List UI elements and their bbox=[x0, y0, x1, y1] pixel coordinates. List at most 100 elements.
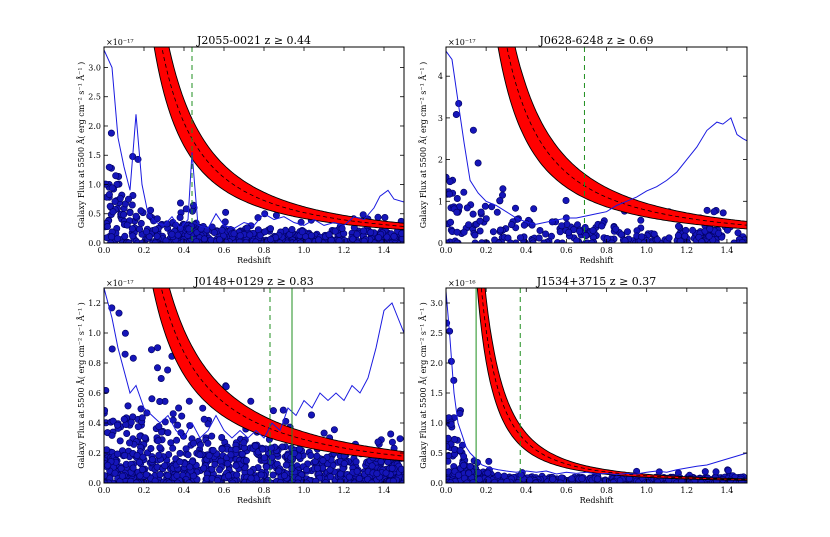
scatter-point bbox=[283, 239, 291, 243]
scatter-point bbox=[232, 445, 240, 453]
scatter-point bbox=[185, 225, 193, 233]
band-upper-edge bbox=[168, 288, 404, 453]
scatter-point bbox=[593, 475, 601, 483]
scatter-point bbox=[621, 237, 629, 243]
scatter-point bbox=[128, 201, 136, 209]
scatter-point bbox=[111, 198, 119, 206]
scatter-point bbox=[154, 344, 162, 352]
scatter-point bbox=[169, 444, 177, 452]
chart-title: J0148+0129 z ≥ 0.83 bbox=[193, 275, 314, 288]
scatter-point bbox=[120, 415, 128, 423]
scatter-point bbox=[654, 478, 662, 483]
band-median-line bbox=[160, 288, 404, 457]
x-tick-label: 0.8 bbox=[600, 246, 613, 255]
scatter-point bbox=[603, 235, 611, 243]
scatter-point bbox=[307, 232, 315, 240]
scatter-point bbox=[200, 235, 208, 243]
scatter-point bbox=[126, 439, 134, 447]
axes-frame bbox=[445, 46, 748, 244]
x-tick-label: 0.2 bbox=[480, 246, 493, 255]
scatter-point bbox=[168, 230, 176, 238]
scatter-point bbox=[261, 228, 269, 236]
scatter-point bbox=[446, 452, 453, 459]
scatter-point bbox=[129, 354, 137, 362]
x-axis-label: Redshift bbox=[237, 256, 272, 265]
scatter-point bbox=[179, 238, 187, 243]
x-tick-label: 0.4 bbox=[520, 486, 533, 495]
scatter-point bbox=[353, 230, 361, 238]
scatter-point bbox=[111, 469, 119, 477]
band-lower-edge bbox=[497, 47, 747, 230]
band-median-line bbox=[480, 288, 747, 481]
scatter-point bbox=[312, 477, 320, 483]
scatter-point bbox=[455, 471, 463, 479]
scatter-point bbox=[701, 468, 709, 476]
scatter-point bbox=[330, 426, 338, 434]
band-median-line bbox=[506, 47, 747, 226]
scatter-point bbox=[302, 466, 310, 474]
scatter-point bbox=[125, 239, 133, 243]
scatter-point bbox=[307, 411, 315, 419]
scatter-point bbox=[230, 230, 238, 238]
scatter-point bbox=[475, 475, 483, 483]
x-tick-label: 0.0 bbox=[98, 246, 111, 255]
scatter-point bbox=[246, 231, 254, 239]
scatter-point bbox=[368, 462, 376, 470]
scatter-point bbox=[247, 474, 255, 482]
scatter-point bbox=[474, 468, 482, 476]
y-tick-label: 4 bbox=[438, 72, 443, 81]
scatter-series bbox=[104, 304, 404, 483]
scatter-point bbox=[476, 227, 484, 235]
scatter-point bbox=[313, 464, 321, 472]
chart-panel-2: 0.0 0.2 0.4 0.6 0.8 1.0 1.2 1.4 0 1 2 3 4 ×10⁻¹⁷ J0628… bbox=[419, 34, 748, 265]
scatter-point bbox=[388, 438, 396, 446]
scatter-point bbox=[453, 228, 461, 236]
x-tick-label: 0.6 bbox=[218, 486, 231, 495]
scatter-point bbox=[204, 439, 212, 447]
scatter-point bbox=[453, 208, 461, 216]
y-scale-multiplier: ×10⁻¹⁷ bbox=[448, 38, 476, 47]
scatter-point bbox=[119, 472, 127, 480]
plot-area bbox=[104, 288, 404, 483]
scatter-point bbox=[535, 234, 543, 242]
scatter-point bbox=[174, 231, 182, 239]
scatter-point bbox=[381, 214, 389, 222]
scatter-point bbox=[578, 475, 586, 483]
scatter-point bbox=[460, 461, 468, 469]
scatter-point bbox=[139, 453, 147, 461]
scatter-point bbox=[211, 460, 219, 468]
scatter-point bbox=[105, 191, 113, 199]
scatter-point bbox=[262, 463, 270, 471]
chart-panel-3: 0.0 0.2 0.4 0.6 0.8 1.0 1.2 1.4 0.0 0.2 0.4 0.6 0.8 1… bbox=[77, 275, 405, 505]
scatter-point bbox=[184, 451, 192, 459]
scatter-point bbox=[331, 227, 339, 235]
scatter-point bbox=[185, 397, 193, 405]
scatter-point bbox=[153, 215, 161, 223]
x-tick-label: 0.4 bbox=[178, 486, 191, 495]
scatter-point bbox=[336, 470, 344, 478]
scatter-point bbox=[452, 111, 460, 119]
y-tick-label: 0.0 bbox=[88, 479, 101, 488]
band-upper-edge bbox=[484, 288, 747, 480]
scatter-point bbox=[252, 238, 260, 243]
flux-curve bbox=[104, 288, 404, 439]
scatter-point bbox=[186, 463, 194, 471]
scatter-point bbox=[485, 457, 493, 465]
scatter-point bbox=[109, 417, 117, 425]
x-tick-label: 1.2 bbox=[680, 246, 693, 255]
scatter-point bbox=[143, 409, 151, 417]
scatter-point bbox=[397, 465, 404, 473]
scatter-point bbox=[190, 439, 198, 447]
scatter-point bbox=[151, 239, 159, 243]
scatter-point bbox=[456, 446, 464, 454]
x-tick-label: 1.0 bbox=[640, 246, 653, 255]
scatter-point bbox=[326, 473, 334, 481]
scatter-point bbox=[222, 208, 230, 216]
scatter-point bbox=[638, 233, 646, 241]
y-scale-multiplier: ×10⁻¹⁷ bbox=[106, 38, 134, 47]
x-tick-label: 1.4 bbox=[721, 246, 734, 255]
scatter-point bbox=[456, 409, 464, 417]
x-tick-label: 0.4 bbox=[520, 246, 533, 255]
scatter-point bbox=[290, 449, 298, 457]
y-tick-label: 0.5 bbox=[88, 210, 101, 219]
